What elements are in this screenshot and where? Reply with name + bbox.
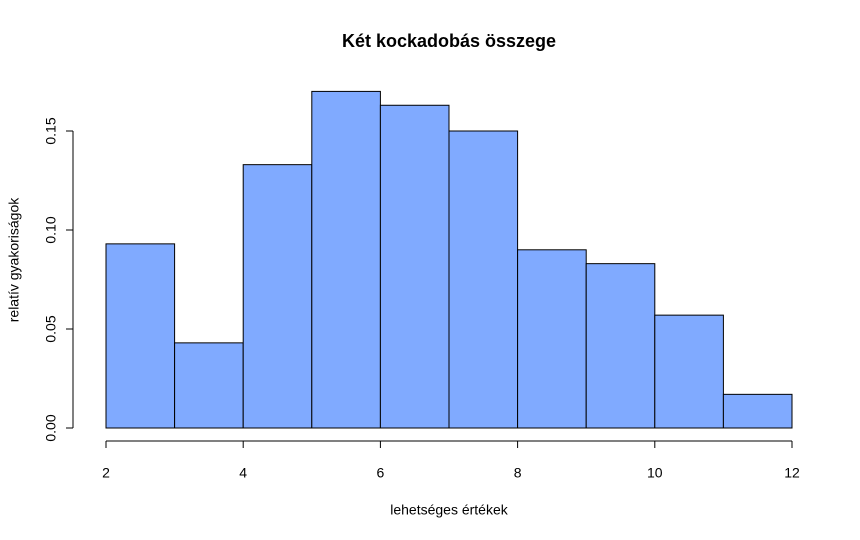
bar <box>654 314 724 429</box>
chart-title: Két kockadobás összege <box>342 31 556 51</box>
bar <box>174 342 244 429</box>
x-tick-label: 8 <box>514 465 522 481</box>
bar <box>448 130 519 429</box>
x-axis-label: lehetséges értékek <box>390 502 509 518</box>
y-axis-label: relatív gyakoriságok <box>6 197 22 323</box>
y-tick-label: 0.15 <box>43 117 59 144</box>
y-tick-label: 0.05 <box>43 315 59 342</box>
bar <box>585 263 656 429</box>
bar <box>722 393 793 429</box>
y-tick-label: 0.10 <box>43 216 59 243</box>
bar <box>517 249 587 429</box>
bar <box>379 104 450 429</box>
x-tick-label: 4 <box>239 465 247 481</box>
x-tick-label: 6 <box>377 465 385 481</box>
bar <box>311 90 381 429</box>
bar <box>242 164 313 429</box>
y-tick-label: 0.00 <box>43 414 59 441</box>
x-tick-label: 12 <box>784 465 800 481</box>
x-tick-label: 10 <box>647 465 663 481</box>
x-tick-label: 2 <box>102 465 110 481</box>
bar <box>105 243 176 429</box>
